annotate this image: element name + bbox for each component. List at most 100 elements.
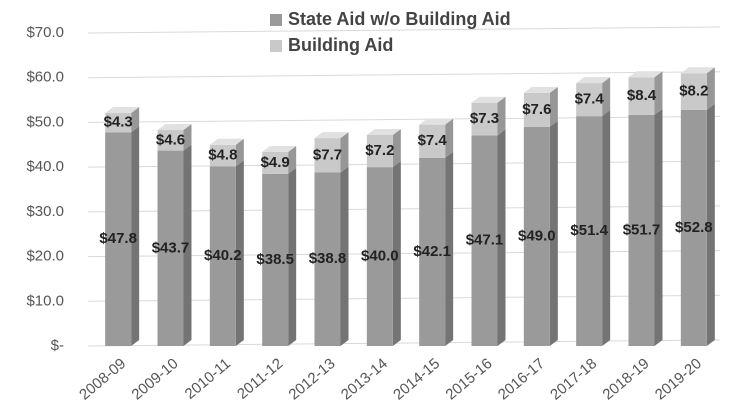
grid-line <box>87 71 721 79</box>
data-label: $4.8 <box>208 146 237 163</box>
bar-side <box>392 128 401 168</box>
grid-line <box>87 26 721 34</box>
bar-side <box>235 160 244 346</box>
bar-side <box>706 103 715 346</box>
bar <box>314 138 341 173</box>
bar-side <box>654 71 663 115</box>
bar-top <box>471 96 506 103</box>
bar <box>523 126 550 347</box>
data-label: $7.2 <box>365 142 394 159</box>
bar-side <box>549 120 558 347</box>
grid-line <box>87 115 721 123</box>
bar <box>105 113 132 133</box>
data-label: $38.8 <box>309 250 347 267</box>
x-tick-label: 2008-09 <box>76 355 129 403</box>
bar <box>209 166 236 346</box>
x-tick-label: 2016-17 <box>495 355 548 403</box>
bar-top <box>419 118 454 125</box>
y-tick-label: $60.0 <box>26 69 64 86</box>
x-tick-label: 2011-12 <box>234 355 286 403</box>
bar-top <box>105 107 140 114</box>
y-tick-label: $10.0 <box>26 292 64 309</box>
bar <box>157 130 184 151</box>
data-label: $40.0 <box>361 248 399 265</box>
y-tick-label: $30.0 <box>26 203 64 220</box>
data-label: $47.8 <box>99 230 137 247</box>
data-label: $4.3 <box>104 114 133 131</box>
bar <box>628 114 655 346</box>
bar-side <box>340 166 349 346</box>
bar-top <box>576 77 611 84</box>
bar-side <box>706 67 715 110</box>
bar-top <box>262 145 297 152</box>
x-tick-label: 2012-13 <box>286 355 339 403</box>
bar <box>419 157 446 346</box>
bar-side <box>497 96 506 136</box>
y-tick-label: $20.0 <box>26 248 64 265</box>
legend-key <box>270 40 282 52</box>
data-label: $51.4 <box>570 222 608 239</box>
y-tick-label: $50.0 <box>26 113 64 130</box>
bar <box>576 83 603 117</box>
legend-key <box>270 14 282 26</box>
bar-side <box>654 108 663 346</box>
bar-side <box>131 107 140 133</box>
bar <box>680 109 707 346</box>
bar <box>628 77 655 115</box>
bar <box>576 116 603 346</box>
bar-side <box>497 129 506 346</box>
bar-top <box>523 86 558 93</box>
x-tick-label: 2018-19 <box>600 355 653 403</box>
grid-line <box>87 250 721 258</box>
data-label: $7.3 <box>470 110 499 127</box>
y-tick-label: $40.0 <box>26 158 64 175</box>
data-label: $43.7 <box>152 239 190 256</box>
bar-side <box>445 151 454 346</box>
bar-top <box>209 138 244 145</box>
bar <box>419 124 446 158</box>
data-label: $7.4 <box>418 132 448 149</box>
bar-top <box>366 128 401 135</box>
bar-side <box>445 118 454 158</box>
bar-side <box>392 161 401 346</box>
data-label: $4.9 <box>261 154 290 171</box>
grid-line <box>87 294 721 302</box>
x-tick-label: 2017-18 <box>547 355 600 403</box>
data-label: $40.2 <box>204 247 242 264</box>
bar-side <box>288 145 297 174</box>
bar-side <box>549 86 558 127</box>
bar-side <box>602 77 611 117</box>
data-label: $8.2 <box>679 83 708 100</box>
bar-side <box>602 110 611 346</box>
data-label: $51.7 <box>623 221 661 238</box>
bar <box>157 150 184 346</box>
x-tick-label: 2013-14 <box>338 355 391 403</box>
x-tick-label: 2014-15 <box>390 355 443 403</box>
bar <box>209 144 236 167</box>
bar-top <box>680 67 715 74</box>
bar-side <box>183 124 192 151</box>
legend-label: State Aid w/o Building Aid <box>288 9 511 29</box>
bar-side <box>288 167 297 346</box>
bar <box>471 135 498 346</box>
bar <box>680 73 707 110</box>
data-label: $49.0 <box>518 227 556 244</box>
bar-top <box>628 71 663 78</box>
data-label: $42.1 <box>413 243 451 260</box>
y-tick-label: $70.0 <box>26 24 64 41</box>
data-label: $38.5 <box>256 251 294 268</box>
data-label: $47.1 <box>466 232 504 249</box>
bar <box>523 92 550 127</box>
data-label: $8.4 <box>627 87 657 104</box>
grid-line <box>87 339 721 347</box>
bar-side <box>235 138 244 167</box>
grid-line <box>87 205 721 213</box>
bar <box>105 132 132 346</box>
x-tick-label: 2015-16 <box>443 355 496 403</box>
bar-side <box>131 126 140 346</box>
bar-side <box>183 144 192 346</box>
data-label: $7.7 <box>313 146 342 163</box>
bar <box>366 167 393 346</box>
y-tick-label: $- <box>51 337 64 354</box>
